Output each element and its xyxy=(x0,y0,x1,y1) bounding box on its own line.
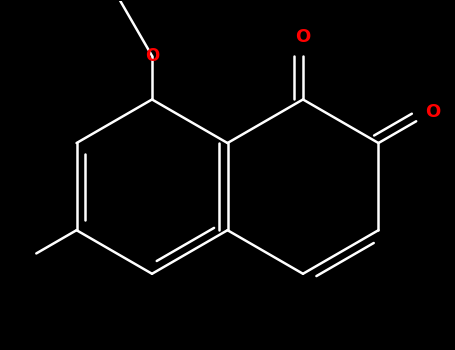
Text: O: O xyxy=(145,47,159,65)
Text: O: O xyxy=(425,103,440,121)
Text: O: O xyxy=(295,28,311,46)
